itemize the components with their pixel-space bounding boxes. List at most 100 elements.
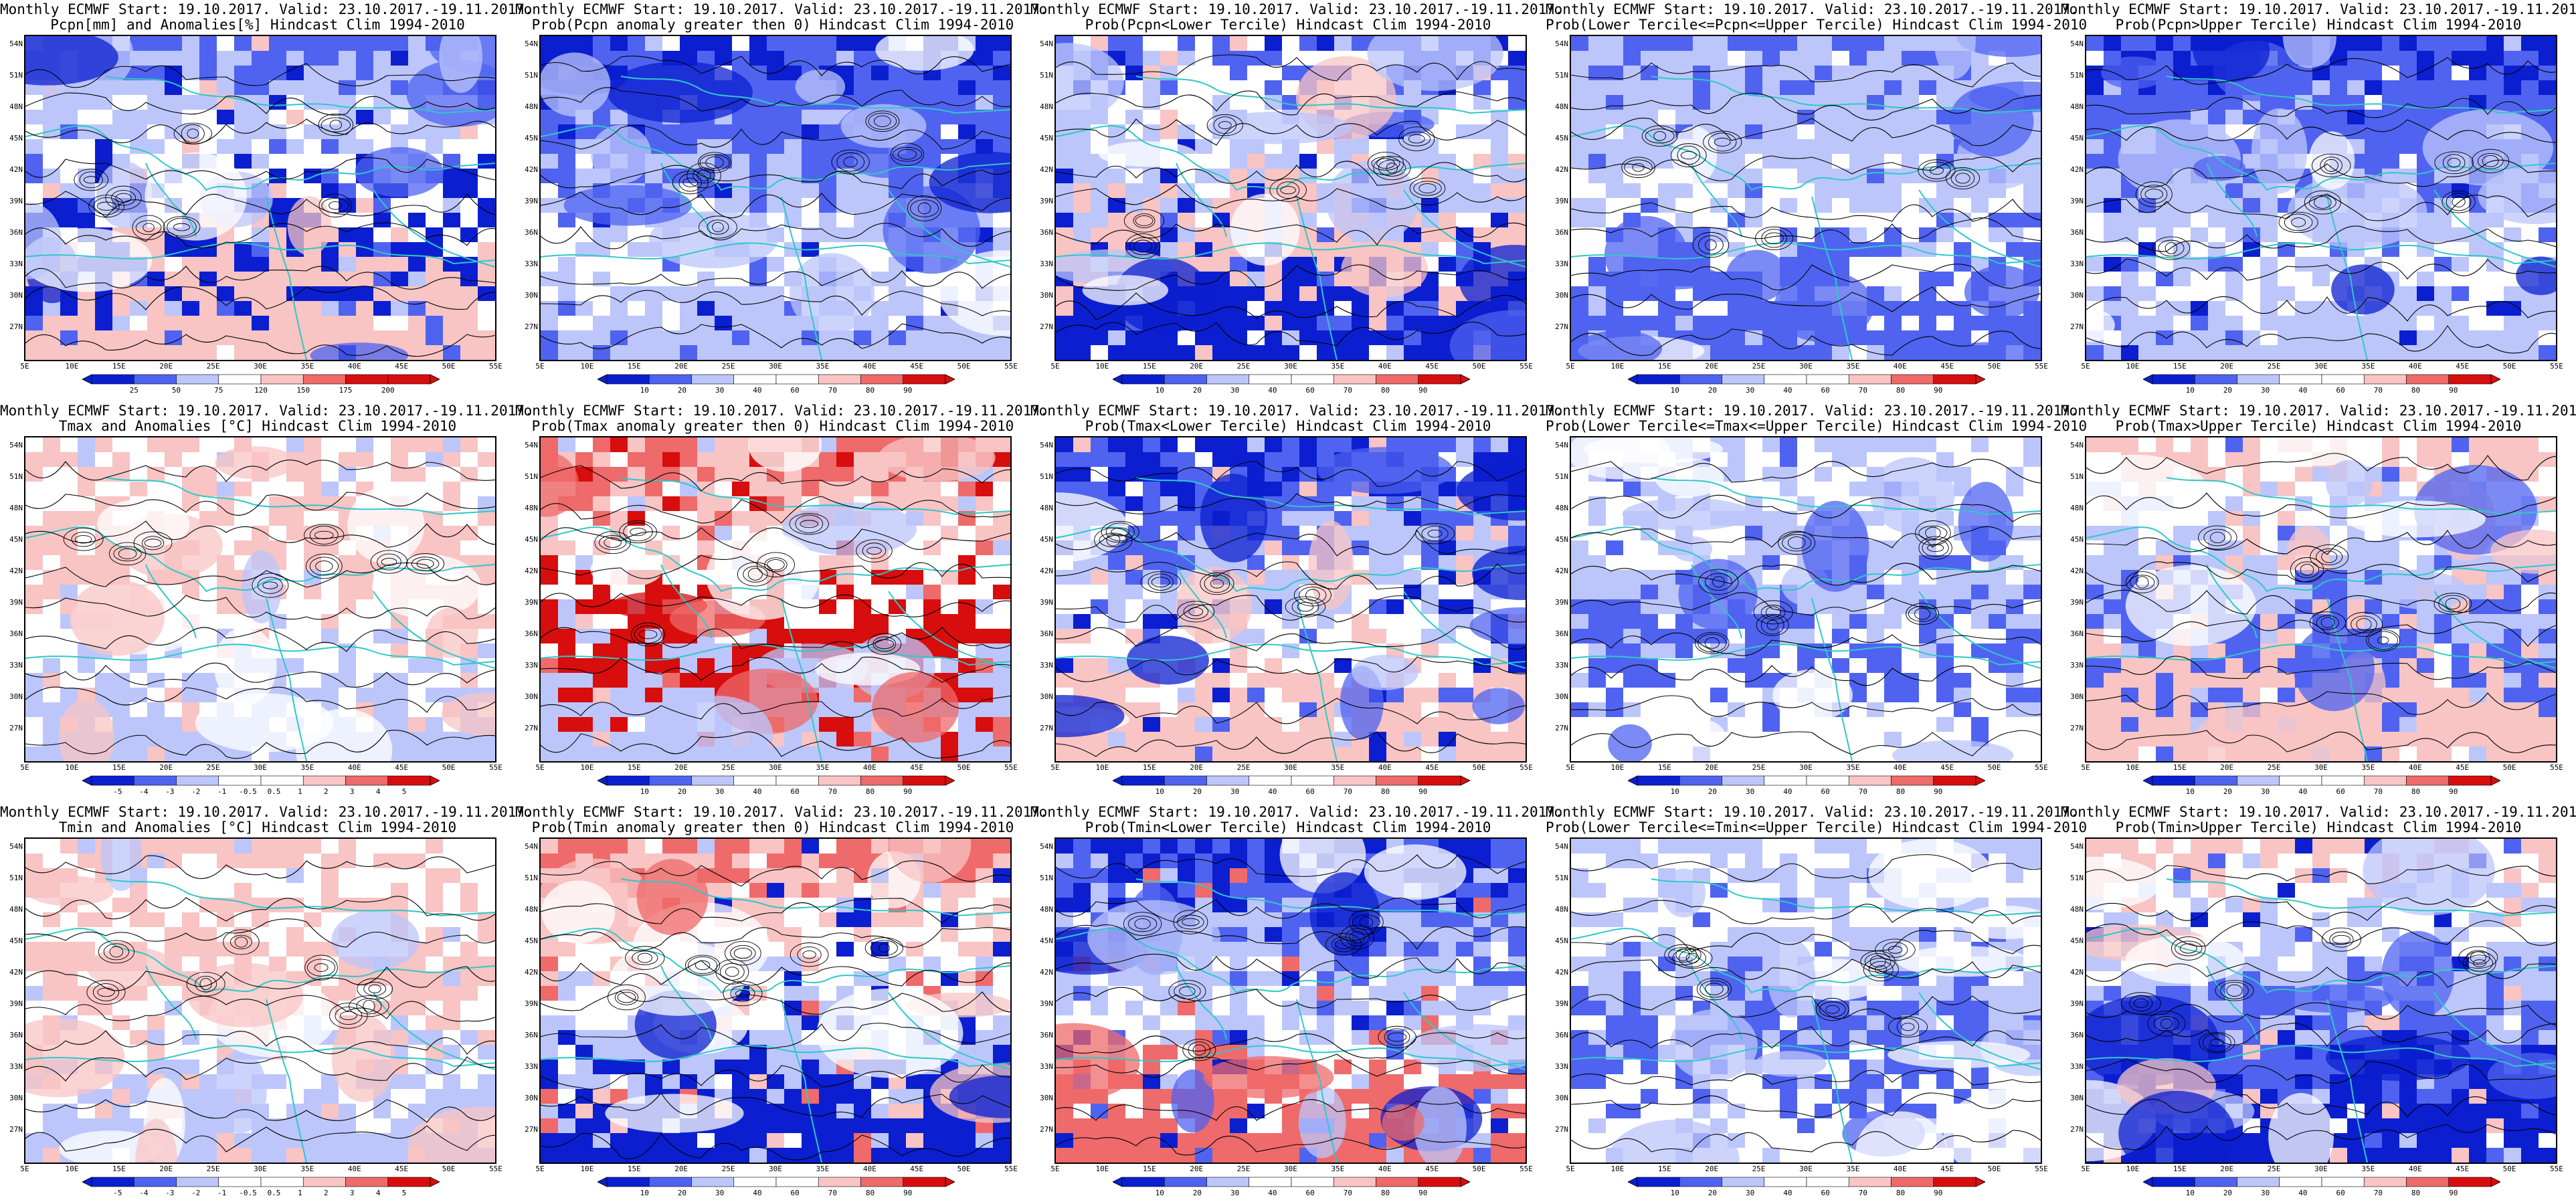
isoline-ring [637,952,652,963]
isoline-ring [96,201,116,211]
lat-tick-label: 45N [1555,134,1568,142]
isoline-ring [329,201,343,210]
isoline [1056,1135,1526,1156]
isoline-ring [831,149,870,175]
isoline [2086,864,2556,884]
lon-tick-label: 15E [627,1165,641,1173]
colorbar-tick-label: 75 [214,386,223,395]
coastline [660,564,712,639]
panel-title-line1: Monthly ECMWF Start: 19.10.2017. Valid: … [0,1,533,17]
isoline-ring [623,522,653,542]
isoline [25,686,495,713]
coastline [620,477,1010,516]
isoline-ring [2466,950,2490,965]
isoline-ring [2356,618,2372,631]
lat-tick-label: 48N [9,504,23,512]
isoline-ring [1756,613,1789,636]
isoline-ring [693,167,715,184]
lon-tick-label: 20E [1705,362,1719,371]
isoline [2086,656,2556,680]
colorbar-swatches [1628,775,1985,786]
colorbar-tick-label: 60 [2336,1189,2345,1197]
coastline [1296,999,1338,1163]
colorbar-tick-label: 60 [1305,1189,1315,1197]
isoline-ring [890,142,924,166]
lon-tick-label: 30E [2314,1165,2328,1173]
isoline-ring [86,979,126,1005]
isoline-ring [2278,211,2318,233]
isoline-ring [74,169,108,191]
lat-tick-label: 42N [1555,567,1568,575]
isoline [25,730,495,759]
colorbar-tick-label: 70 [1858,787,1867,796]
panel-title-line1: Monthly ECMWF Start: 19.10.2017. Valid: … [2061,1,2576,17]
isoline-ring [1704,637,1720,649]
lon-tick-label: 45E [1425,1165,1439,1173]
isoline [1571,632,2041,656]
isoline-ring [897,148,917,160]
lon-tick-label: 25E [721,763,735,772]
lon-tick-label: 50E [442,362,456,371]
map-field [1571,437,2041,761]
isoline-ring [1123,912,1162,936]
isoline [1056,698,1526,724]
isoline-ring [88,195,125,218]
isoline-ring [1896,1017,1920,1036]
lat-tick-label: 54N [1040,39,1053,48]
isoline-ring [797,946,822,963]
isoline-ring [868,112,897,130]
isoline-ring [1816,997,1849,1021]
lat-tick-label: 42N [2070,165,2084,174]
isoline-ring [1882,942,1908,958]
lat-tick-label: 39N [1040,197,1053,205]
isoline [2086,296,2556,322]
panel-title-line2: Tmax and Anomalies [°C] Hindcast Clim 19… [58,418,457,434]
lat-tick-label: 27N [2070,1125,2084,1134]
isoline-ring [1421,526,1449,542]
lat-tick-label: 39N [525,999,538,1008]
isoline-ring [631,622,665,647]
isoline [541,1092,1010,1118]
lat-tick-label: 30N [525,692,538,701]
isoline-ring [141,536,165,550]
colorbar-tick-label: 10 [640,1189,649,1197]
colorbar-tick-label: 4 [375,1189,381,1197]
isoline-ring [370,550,408,574]
lon-tick-label: 40E [862,763,877,772]
panel-title-line1: Monthly ECMWF Start: 19.10.2017. Valid: … [1030,1,1564,17]
isoline-ring [2300,563,2314,576]
isoline-ring [2209,1039,2224,1047]
lon-tick-label: 35E [2361,763,2375,772]
colorbar-tick-label: -1 [217,1189,227,1197]
lon-tick-label: 25E [206,763,220,772]
colorbar-tick-label: 50 [171,386,181,395]
colorbar-tick-label: 20 [677,1189,687,1197]
isoline-ring [2472,148,2510,173]
colorbar-tick-label: 40 [1268,386,1277,395]
map-field [1056,437,1526,761]
colorbar-tick-label: 70 [2373,1189,2383,1197]
isoline-ring [1703,130,1742,154]
colorbar-tick-label: 175 [339,386,353,395]
isoline-ring [1291,598,1319,615]
lat-tick-label: 48N [525,905,538,914]
map-field [2086,437,2556,761]
colorbar-tick-label: 10 [2185,1189,2195,1197]
panel-title-line2: Pcpn[mm] and Anomalies[%] Hindcast Clim … [50,17,465,33]
isoline-ring [315,561,333,572]
forecast-panel: Monthly ECMWF Start: 19.10.2017. Valid: … [0,0,533,401]
isoline-ring [2470,951,2486,964]
isoline [25,1056,495,1082]
isoline-ring [2320,617,2335,628]
isoline-ring [1908,605,1937,622]
isoline-ring [2210,532,2225,543]
isoline [541,223,1010,249]
lon-tick-label: 40E [347,1165,361,1173]
isoline-ring [340,1011,357,1020]
panel-title-line1: Monthly ECMWF Start: 19.10.2017. Valid: … [1030,804,1564,820]
isoline-ring [1950,169,1975,187]
isoline-ring [163,216,201,238]
isoline [2086,896,2556,921]
isoline-ring [97,987,115,997]
lat-tick-label: 39N [1555,598,1568,607]
